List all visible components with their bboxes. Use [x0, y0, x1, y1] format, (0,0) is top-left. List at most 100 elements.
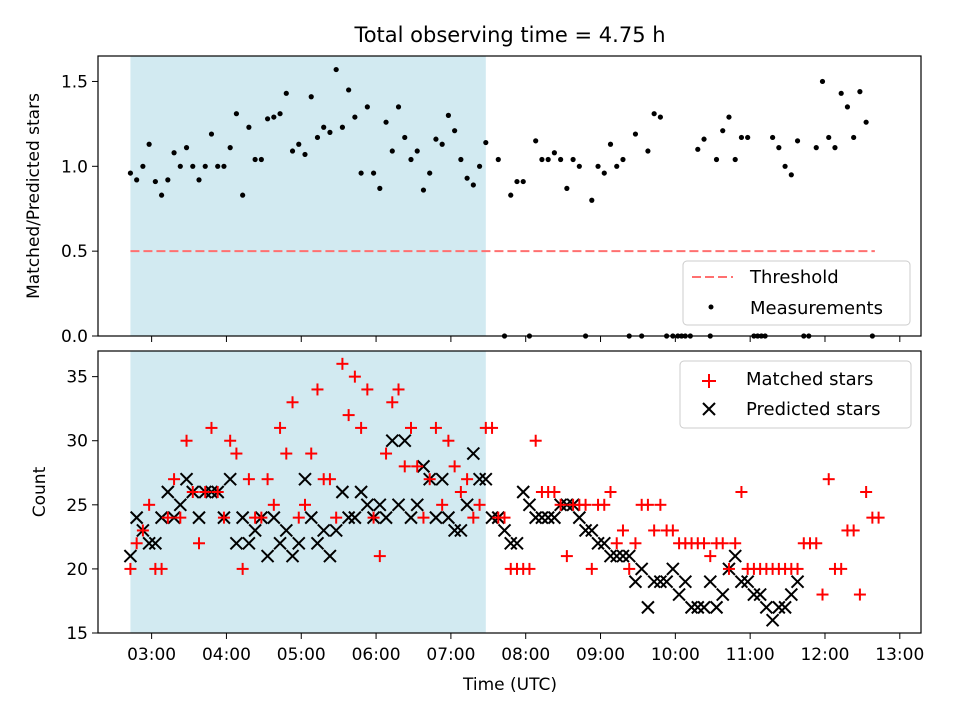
predicted-star-point [242, 536, 256, 550]
measurement-point [271, 114, 277, 120]
top-y-tick-label: 0.5 [61, 242, 88, 262]
measurement-point [258, 156, 264, 163]
matched-star-point [729, 537, 742, 550]
measurement-point [165, 177, 171, 183]
matched-star-point [411, 460, 424, 473]
measurement-point [427, 170, 433, 176]
predicted-star-point [379, 510, 393, 525]
predicted-star-point [223, 472, 237, 486]
matched-star-point [124, 562, 137, 575]
predicted-star-point [298, 472, 312, 486]
matched-star-point [236, 562, 249, 575]
top-y-tick-label: 1.5 [61, 72, 88, 92]
matched-star-point [585, 562, 598, 575]
predicted-star-point [441, 510, 456, 525]
predicted-star-point [316, 523, 331, 538]
predicted-star-point [341, 510, 356, 525]
matched-star-point [560, 550, 573, 563]
measurement-point [177, 163, 183, 169]
predicted-star-point [653, 575, 668, 589]
measurement-point [445, 112, 451, 118]
predicted-star-point [691, 600, 705, 615]
top-y-tick-label: 1.0 [61, 157, 88, 177]
predicted-star-point [148, 536, 163, 550]
measurement-point [458, 156, 464, 163]
predicted-star-point [684, 600, 699, 615]
matched-star-point [417, 511, 430, 524]
matched-star-point [199, 486, 212, 498]
predicted-star-point [678, 575, 693, 589]
predicted-star-point [535, 510, 549, 525]
matched-star-point [735, 486, 748, 498]
measurement-point [589, 197, 595, 203]
measurement-point [252, 156, 258, 163]
matched-star-point [136, 524, 149, 537]
measurement-point [863, 119, 869, 125]
predicted-legend-label: Predicted stars [746, 399, 880, 420]
predicted-star-point [248, 523, 262, 538]
measurement-point [333, 66, 339, 73]
predicted-star-point [229, 536, 244, 550]
measurement-point [545, 156, 551, 163]
measurement-point [264, 116, 271, 122]
predicted-star-point [454, 523, 468, 538]
measurement-point [240, 192, 246, 198]
predicted-star-point [516, 485, 530, 499]
measurement-point [844, 104, 851, 110]
measurement-point [277, 111, 283, 117]
x-tick-label: 07:00 [426, 645, 475, 665]
matched-star-point [168, 473, 181, 486]
predicted-star-point [310, 536, 325, 550]
measurement-point [302, 151, 308, 158]
predicted-star-point [167, 510, 181, 525]
predicted-star-point [142, 536, 156, 550]
predicted-star-point [510, 536, 524, 550]
measurement-point [551, 150, 557, 156]
measurement-point [134, 177, 140, 183]
measurement-point [614, 163, 620, 169]
matched-star-point [180, 434, 193, 447]
predicted-star-point [728, 549, 742, 563]
top-y-axis: 0.0 0.5 1.0 1.5 [61, 72, 901, 347]
matched-star-point [217, 511, 230, 524]
measurement-point [701, 136, 707, 142]
matched-star-point [155, 562, 168, 575]
x-tick-label: 06:00 [352, 645, 401, 665]
measurement-point [782, 163, 788, 169]
predicted-star-point [740, 575, 755, 589]
matched-star-point [224, 434, 237, 447]
predicted-star-point [373, 498, 387, 512]
matched-star-point [579, 498, 592, 511]
matched-star-point [373, 550, 386, 563]
measurement-point [564, 185, 570, 191]
matched-star-point [330, 511, 343, 524]
measurement-point [395, 104, 402, 110]
top-legend-box [682, 260, 911, 326]
predicted-star-point [628, 575, 643, 589]
predicted-star-point [716, 587, 730, 602]
predicted-star-point [429, 510, 443, 525]
matched-star-point [404, 421, 417, 434]
predicted-star-point [641, 600, 655, 615]
predicted-star-point [285, 549, 300, 563]
matched-star-point [648, 524, 661, 537]
predicted-star-point [504, 536, 518, 550]
bottom-legend-box [679, 360, 912, 429]
measurement-point [289, 148, 296, 154]
matched-star-point [355, 421, 368, 434]
top-y-axis-label: Matched/Predicted stars [24, 93, 44, 299]
predicted-star-point [616, 549, 630, 563]
measurement-point [196, 177, 202, 183]
measurement-point [857, 89, 863, 95]
predicted-star-point [267, 510, 281, 525]
predicted-star-point [765, 613, 780, 627]
predicted-star-point [734, 575, 749, 589]
measurement-point [508, 192, 514, 198]
measurement-point [158, 192, 165, 198]
matched-star-point [286, 396, 299, 409]
predicted-star-point [697, 600, 711, 615]
matched-star-point [598, 498, 611, 511]
measurement-point [208, 131, 215, 137]
predicted-star-point [129, 510, 144, 525]
matched-star-point [716, 537, 729, 550]
